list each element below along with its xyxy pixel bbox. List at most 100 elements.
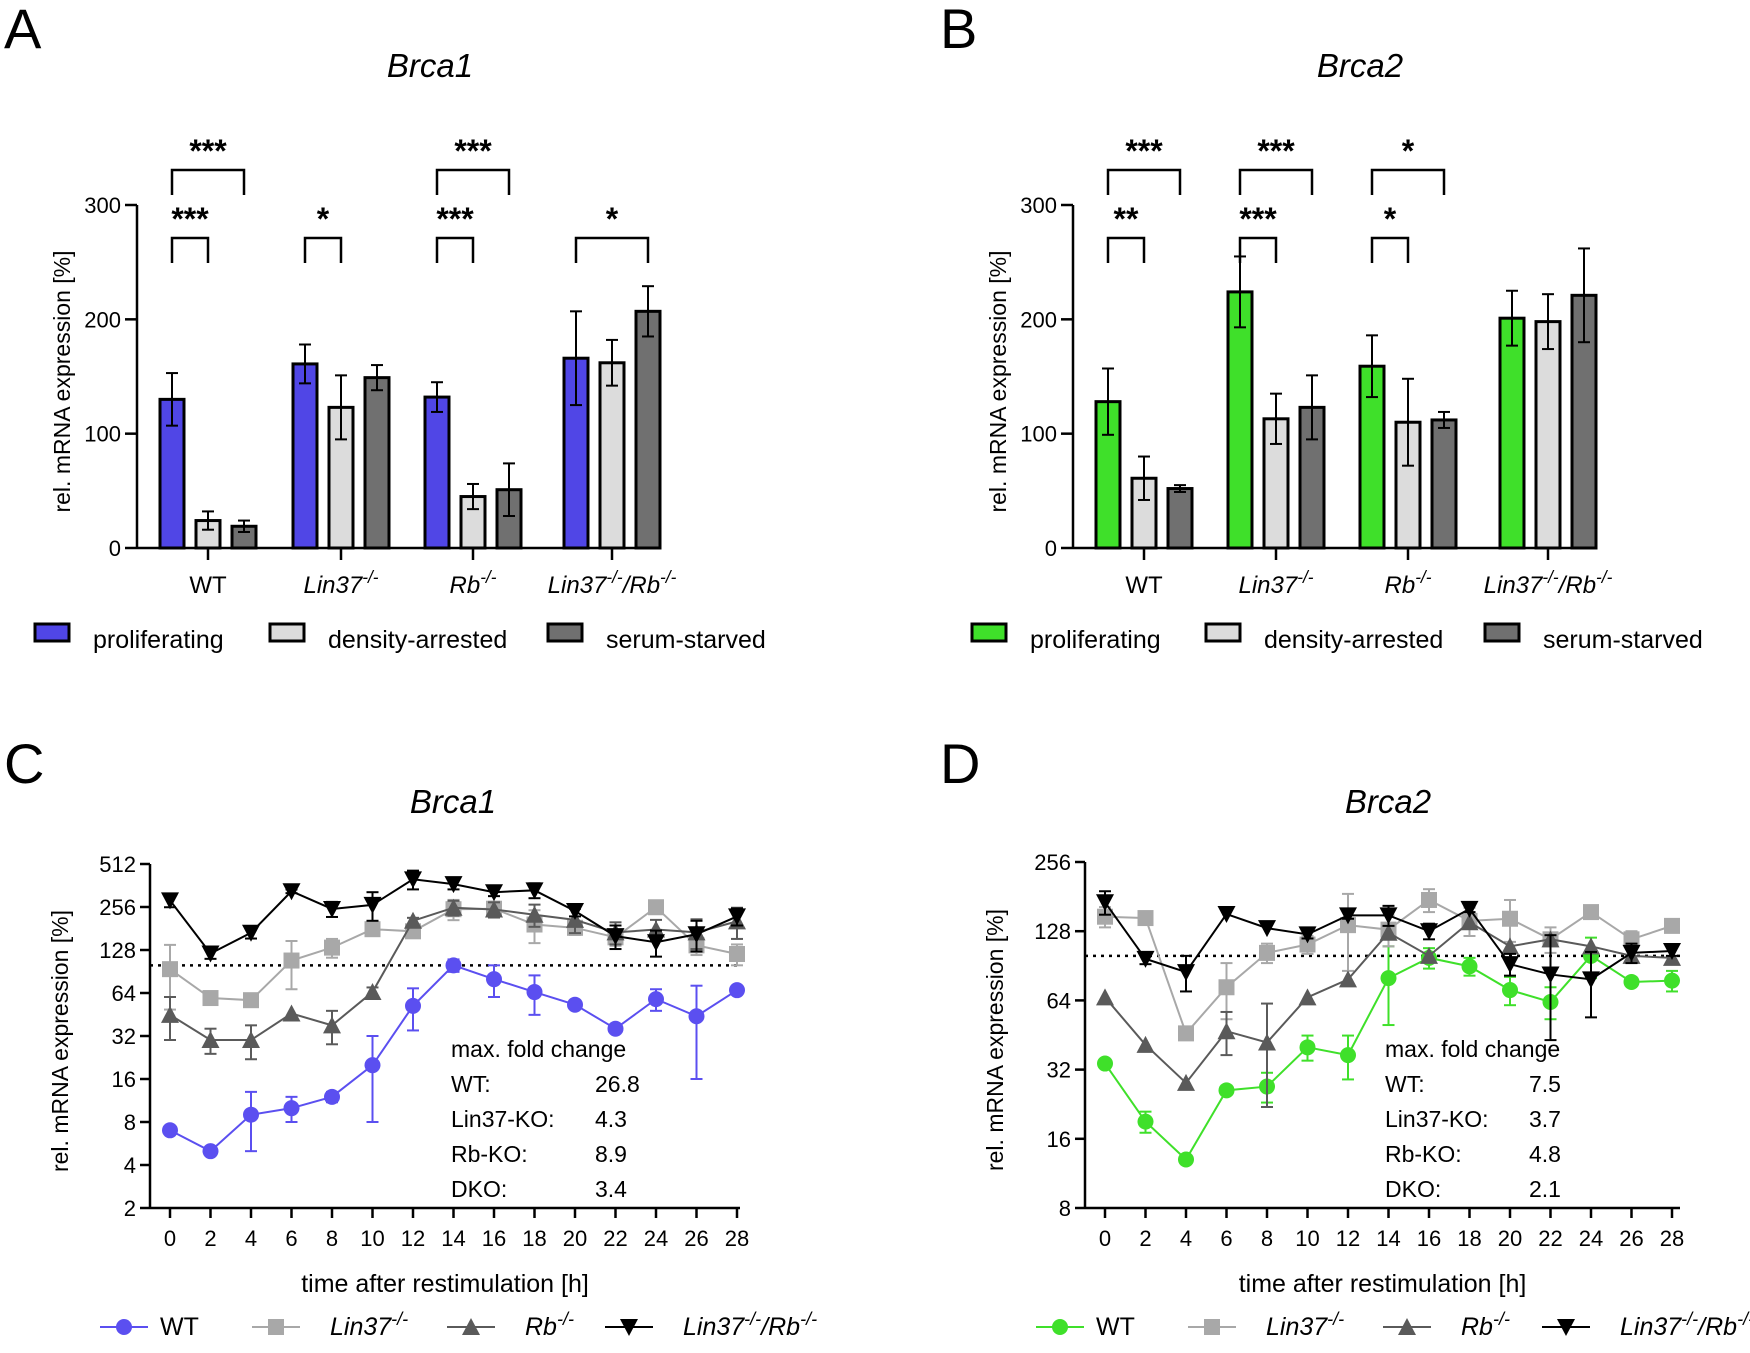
label-part: WT bbox=[1125, 572, 1163, 599]
data-point bbox=[1218, 1082, 1235, 1099]
data-point bbox=[1398, 1318, 1416, 1335]
bar-proliferating bbox=[1226, 290, 1254, 550]
data-point bbox=[1583, 904, 1599, 921]
y-tick-label: 128 bbox=[99, 938, 136, 963]
data-point bbox=[202, 990, 219, 1007]
legend-label: density-arrested bbox=[1264, 626, 1443, 654]
data-point bbox=[1259, 944, 1275, 961]
x-tick-label: WT bbox=[1125, 572, 1163, 599]
data-point bbox=[323, 900, 341, 918]
data-point bbox=[1421, 891, 1437, 908]
data-point bbox=[1664, 917, 1680, 934]
data-point bbox=[1136, 950, 1155, 968]
bar-serum-starved bbox=[634, 309, 662, 550]
superscript: -/- bbox=[660, 567, 677, 587]
data-point bbox=[1218, 979, 1235, 996]
data-point bbox=[1052, 1319, 1068, 1335]
significance-label: * bbox=[1384, 201, 1397, 237]
chart-title: Brca1 bbox=[410, 783, 496, 820]
x-tick-label: 0 bbox=[1099, 1226, 1111, 1251]
x-tick-label: 12 bbox=[1336, 1226, 1360, 1251]
legend-label: proliferating bbox=[1030, 626, 1161, 654]
legend-swatch bbox=[1204, 622, 1242, 643]
y-tick-label: 100 bbox=[84, 422, 121, 447]
data-point bbox=[1460, 913, 1479, 931]
label-part: Lin37 bbox=[548, 572, 608, 599]
data-point bbox=[1582, 971, 1600, 989]
data-point bbox=[323, 1016, 341, 1034]
panel-a: A Brca1 0 100 200 300 rel. mRNA expression [%]… bbox=[4, 0, 766, 654]
data-point bbox=[405, 997, 421, 1014]
y-tick-label: 512 bbox=[99, 852, 136, 877]
annotation-label: Rb-KO: bbox=[451, 1141, 528, 1167]
data-point bbox=[242, 924, 260, 942]
x-tick-label: 18 bbox=[1457, 1226, 1481, 1251]
superscript: -/- bbox=[391, 1309, 408, 1329]
data-point bbox=[1217, 1022, 1236, 1040]
data-point bbox=[444, 876, 463, 894]
significance-label: * bbox=[606, 201, 619, 237]
significance-bracket bbox=[435, 236, 475, 263]
data-point bbox=[1557, 1319, 1575, 1336]
superscript: -/- bbox=[1493, 1309, 1510, 1329]
data-point bbox=[1461, 958, 1478, 975]
data-point bbox=[324, 1088, 340, 1105]
bar-serum-starved bbox=[1166, 487, 1194, 550]
significance-label: *** bbox=[436, 201, 474, 237]
data-point bbox=[201, 1031, 220, 1049]
data-point bbox=[566, 903, 584, 921]
data-point bbox=[607, 1020, 624, 1037]
data-point bbox=[1298, 926, 1317, 944]
x-tick-label: 20 bbox=[563, 1226, 587, 1251]
data-point bbox=[116, 1319, 132, 1335]
x-tick-label: 20 bbox=[1498, 1226, 1522, 1251]
significance-label: *** bbox=[454, 133, 492, 169]
annotation-value: 3.4 bbox=[595, 1176, 627, 1202]
x-tick-label: 14 bbox=[441, 1226, 465, 1251]
label-part: Lin37 bbox=[303, 572, 363, 599]
data-point bbox=[404, 871, 422, 889]
significance-bracket bbox=[1370, 236, 1410, 263]
data-point bbox=[282, 883, 301, 901]
superscript: -/- bbox=[557, 1309, 574, 1329]
data-point bbox=[1379, 923, 1398, 941]
annotation-label: WT: bbox=[451, 1071, 491, 1097]
panel-letter: D bbox=[940, 732, 980, 795]
data-point bbox=[1541, 966, 1560, 984]
data-point bbox=[1204, 1319, 1220, 1335]
data-point bbox=[1339, 970, 1357, 988]
y-tick-label: 16 bbox=[112, 1067, 136, 1092]
x-tick-label: 8 bbox=[1261, 1226, 1273, 1251]
legend-label: Lin37-/-/Rb-/- bbox=[1620, 1309, 1750, 1341]
annotation-value: 26.8 bbox=[595, 1071, 640, 1097]
chart-title: Brca2 bbox=[1317, 47, 1403, 84]
significance-bracket bbox=[170, 236, 210, 263]
y-tick-label: 32 bbox=[112, 1024, 136, 1049]
data-point bbox=[1217, 906, 1236, 924]
data-point bbox=[648, 991, 664, 1008]
x-tick-label: 6 bbox=[1220, 1226, 1232, 1251]
label-part: /Rb bbox=[621, 572, 660, 599]
legend-swatch bbox=[546, 622, 584, 643]
chart-title: Brca2 bbox=[1345, 783, 1431, 820]
significance-label: * bbox=[1402, 133, 1415, 169]
superscript: -/- bbox=[1681, 1309, 1698, 1329]
y-axis-label: rel. mRNA expression [%] bbox=[985, 250, 1011, 512]
data-point bbox=[283, 952, 300, 969]
data-point bbox=[1178, 1025, 1194, 1042]
data-point bbox=[445, 957, 462, 974]
significance-bracket bbox=[303, 236, 343, 263]
annotation-label: DKO: bbox=[451, 1176, 507, 1202]
legend-label: Lin37-/- bbox=[330, 1309, 408, 1341]
data-point bbox=[647, 934, 665, 952]
data-point bbox=[243, 992, 259, 1009]
superscript: -/- bbox=[1297, 567, 1314, 587]
data-point bbox=[620, 1319, 638, 1336]
annotation-value: 4.3 bbox=[595, 1106, 627, 1132]
data-point bbox=[324, 939, 340, 956]
data-point bbox=[283, 1100, 300, 1117]
data-point bbox=[162, 961, 178, 978]
significance-label: *** bbox=[189, 133, 227, 169]
x-tick-label: 10 bbox=[360, 1226, 384, 1251]
